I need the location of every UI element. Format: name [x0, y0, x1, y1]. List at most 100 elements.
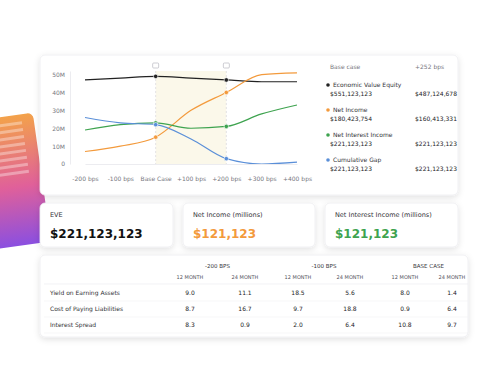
guide-handle[interactable]	[153, 63, 159, 68]
table-column-header: 12 MONTH	[392, 274, 419, 280]
y-tick: 10M	[52, 143, 70, 150]
guide-line	[155, 71, 156, 164]
table-cell: 16.7	[238, 305, 252, 312]
legend-column-header: +252 bps	[415, 63, 444, 71]
kpi-value: $221,123,123	[50, 227, 143, 241]
plot-area	[85, 73, 297, 164]
table-column-header: 24 MONTH	[232, 274, 259, 280]
y-tick-label: 20M	[52, 125, 65, 132]
kpi-label: Net Income (millions)	[193, 211, 263, 219]
x-tick-label: +300 bps	[248, 175, 277, 183]
table-cell: 6.4	[345, 321, 355, 328]
x-tick: -100 bps	[108, 164, 134, 183]
decoration-stripe	[0, 163, 28, 172]
x-tick: Base Case	[141, 164, 173, 182]
series-line[interactable]	[85, 73, 297, 152]
table-row-label: Yield on Earning Assets	[49, 289, 120, 297]
table-rule	[44, 317, 468, 318]
kpi-label: Net Interest Income (millions)	[335, 211, 432, 219]
table-group-header: BASE CASE	[413, 263, 444, 269]
table-group-header: -200 BPS	[205, 263, 230, 269]
kpi-card	[40, 203, 173, 247]
table-rule	[44, 301, 468, 302]
series-marker[interactable]	[153, 74, 157, 78]
legend-value: $221,123,123	[415, 165, 457, 172]
legend-swatch	[326, 108, 330, 112]
series-line[interactable]	[85, 118, 297, 165]
series-marker[interactable]	[224, 90, 228, 94]
kpi-value: $121,123	[335, 227, 398, 241]
kpi-value: $121,123	[193, 227, 256, 241]
table-column-header: 12 MONTH	[285, 274, 312, 280]
kpi-card	[183, 203, 315, 247]
table-cell: 18.5	[291, 289, 305, 296]
series-marker[interactable]	[153, 122, 157, 126]
series-marker[interactable]	[224, 78, 228, 82]
legend-value: $160,413,331	[415, 115, 457, 122]
x-tick-label: Base Case	[141, 175, 173, 182]
table-cell: 8.0	[400, 289, 410, 296]
legend-label: Economic Value Equity	[333, 81, 402, 89]
y-tick-label: 40M	[52, 89, 65, 96]
kpi-label: EVE	[50, 211, 63, 219]
decoration-stripe	[0, 156, 27, 165]
decoration-stripe	[0, 135, 24, 144]
table-card	[40, 255, 468, 337]
series-marker[interactable]	[224, 124, 228, 128]
y-tick-label: 50M	[52, 71, 65, 78]
y-tick: 20M	[52, 125, 70, 132]
legend-value: $221,123,123	[330, 165, 372, 172]
table-cell: 0.9	[240, 321, 250, 328]
table-row-label: Interest Spread	[50, 321, 96, 329]
y-tick: 30M	[52, 107, 70, 114]
y-axis: 0 10M 20M 30M 40M 50M	[52, 71, 70, 167]
table-cell: 6.4	[447, 305, 457, 312]
table-rule	[44, 284, 468, 285]
legend-value: $221,123,123	[415, 140, 457, 147]
highlight-band	[156, 71, 227, 164]
guide-handle[interactable]	[223, 63, 229, 68]
table-group-header: -100 BPS	[312, 263, 337, 269]
x-axis: -200 bps -100 bps Base Case +100 bps +200 bp…	[72, 164, 312, 183]
table-cell: 5.6	[345, 289, 355, 296]
x-tick: +300 bps	[248, 164, 277, 183]
decoration-stripe	[0, 149, 26, 158]
x-tick-label: +100 bps	[177, 175, 206, 183]
legend-label: Cumulative Gap	[333, 156, 381, 164]
table-column-header: 12 MONTH	[177, 274, 204, 280]
decoration-stripe	[0, 128, 23, 137]
y-axis-line	[70, 72, 71, 165]
legend-swatch	[326, 158, 330, 162]
x-tick-label: +400 bps	[283, 175, 312, 183]
series-line[interactable]	[85, 76, 297, 81]
y-tick-label: 0	[61, 160, 65, 167]
table-row-label: Cost of Paying Liabilities	[50, 305, 123, 313]
table-column-header: 24 MONTH	[439, 274, 466, 280]
table-column-header: 24 MONTH	[337, 274, 364, 280]
page: 0 10M 20M 30M 40M 50M -200 bps -100 bps Base Cas…	[0, 0, 500, 380]
x-tick-label: -200 bps	[72, 175, 98, 183]
series-marker[interactable]	[153, 135, 157, 139]
y-tick-label: 10M	[52, 143, 65, 150]
table-rule	[44, 333, 468, 334]
series-line[interactable]	[85, 105, 297, 130]
table-cell: 2.0	[293, 321, 303, 328]
x-tick-label: +200 bps	[212, 175, 241, 183]
legend-swatch	[326, 133, 330, 137]
table-cell: 8.7	[185, 305, 195, 312]
legend-value: $180,423,754	[330, 115, 372, 122]
legend-value: $221,123,123	[330, 140, 372, 147]
table-cell: 0.9	[400, 305, 410, 312]
legend-column-header: Base case	[330, 63, 361, 70]
chart-card	[40, 55, 458, 195]
y-tick: 40M	[52, 89, 70, 96]
table-cell: 18.8	[343, 305, 357, 312]
series-marker[interactable]	[224, 156, 228, 160]
table-cell: 9.7	[293, 305, 303, 312]
table-cell: 9.7	[447, 321, 457, 328]
x-axis-line	[86, 164, 298, 165]
legend-swatch	[326, 83, 330, 87]
kpi-card	[325, 203, 458, 247]
table-cell: 1.4	[447, 289, 457, 296]
table-cell: 11.1	[238, 289, 252, 296]
